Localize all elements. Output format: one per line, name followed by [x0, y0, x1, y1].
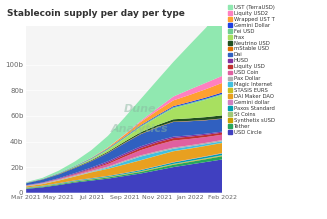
Text: Analytics: Analytics	[111, 124, 169, 134]
Text: Stablecoin supply per day per type: Stablecoin supply per day per type	[7, 9, 184, 18]
Legend: UST (TerraUSD), Liquity USD2, Wrapped UST T, Gemini Dollar, Fei USD, Frax, Neutr: UST (TerraUSD), Liquity USD2, Wrapped US…	[228, 5, 275, 135]
Text: Dune: Dune	[124, 104, 156, 115]
